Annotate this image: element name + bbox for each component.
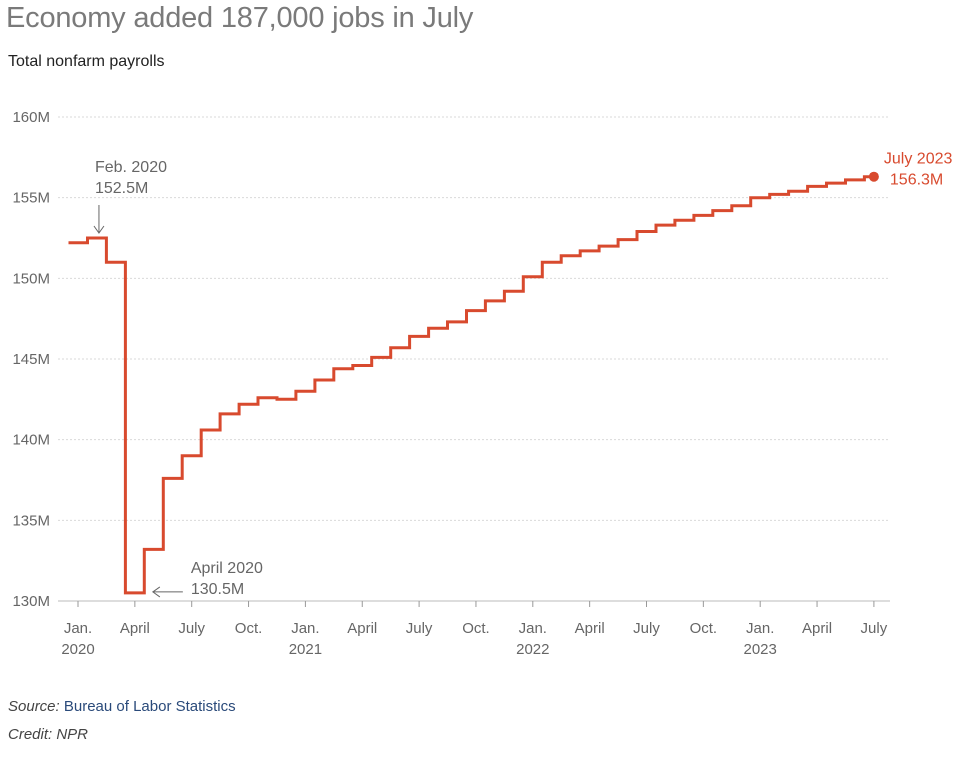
x-tick-label: Oct. bbox=[690, 620, 718, 637]
grid-layer bbox=[58, 116, 890, 602]
x-tick-label: July bbox=[178, 620, 205, 637]
x-tick-year-label: 2023 bbox=[744, 641, 777, 658]
series-line bbox=[68, 175, 874, 595]
x-tick-label: April bbox=[575, 620, 605, 637]
x-tick-label: July bbox=[861, 620, 888, 637]
x-tick-label: April bbox=[347, 620, 377, 637]
y-tick-label: 155M bbox=[12, 190, 50, 207]
annotation-peak-label: Feb. 2020 bbox=[95, 159, 167, 176]
annotation-latest-label: July 2023 bbox=[884, 151, 953, 168]
x-tick-label: April bbox=[802, 620, 832, 637]
x-tick-label: Oct. bbox=[235, 620, 263, 637]
annotation-peak-arrowhead bbox=[93, 225, 105, 234]
x-tick-label: Jan. bbox=[519, 620, 547, 637]
x-tick-label: July bbox=[633, 620, 660, 637]
annotation-peak-value: 152.5M bbox=[95, 180, 148, 197]
x-tick-label: Jan. bbox=[746, 620, 774, 637]
credit-note: Credit: NPR bbox=[8, 726, 89, 743]
x-tick-label: Oct. bbox=[462, 620, 490, 637]
x-axis: Jan. 2020 April July Oct. Jan. 2021 April July Oc… bbox=[61, 601, 888, 658]
source-link[interactable]: Bureau of Labor Statistics bbox=[63, 698, 236, 715]
annotation-layer: Feb. 2020 152.5M April 2020 130.5M July 2023… bbox=[93, 151, 953, 598]
payrolls-line-chart: 130M 135M 140M 145M 150M 155M 160M Jan. 2020 Apr… bbox=[12, 109, 953, 658]
x-tick-label: July bbox=[406, 620, 433, 637]
series-layer bbox=[68, 171, 879, 595]
chart-title: Economy added 187,000 jobs in July bbox=[6, 2, 474, 34]
y-tick-label: 130M bbox=[12, 593, 50, 610]
y-axis-labels: 130M 135M 140M 145M 150M 155M 160M bbox=[12, 109, 50, 610]
x-tick-year-label: 2021 bbox=[289, 641, 322, 658]
chart-subtitle: Total nonfarm payrolls bbox=[8, 53, 165, 70]
annotation-trough-value: 130.5M bbox=[191, 581, 244, 598]
annotation-trough-label: April 2020 bbox=[191, 560, 263, 577]
x-tick-label: April bbox=[120, 620, 150, 637]
x-tick-year-label: 2022 bbox=[516, 641, 549, 658]
y-tick-label: 150M bbox=[12, 270, 50, 287]
x-tick-label: Jan. bbox=[64, 620, 92, 637]
y-tick-label: 145M bbox=[12, 351, 50, 368]
series-endpoint bbox=[868, 171, 879, 182]
annotation-latest-value: 156.3M bbox=[890, 172, 943, 189]
source-note: Source: Bureau of Labor Statistics bbox=[8, 698, 236, 715]
y-tick-label: 140M bbox=[12, 432, 50, 449]
x-tick-label: Jan. bbox=[291, 620, 319, 637]
source-label: Source: bbox=[8, 698, 60, 715]
y-tick-label: 135M bbox=[12, 512, 50, 529]
x-tick-year-label: 2020 bbox=[61, 641, 94, 658]
annotation-trough-arrowhead bbox=[151, 586, 161, 598]
y-tick-label: 160M bbox=[12, 109, 50, 126]
